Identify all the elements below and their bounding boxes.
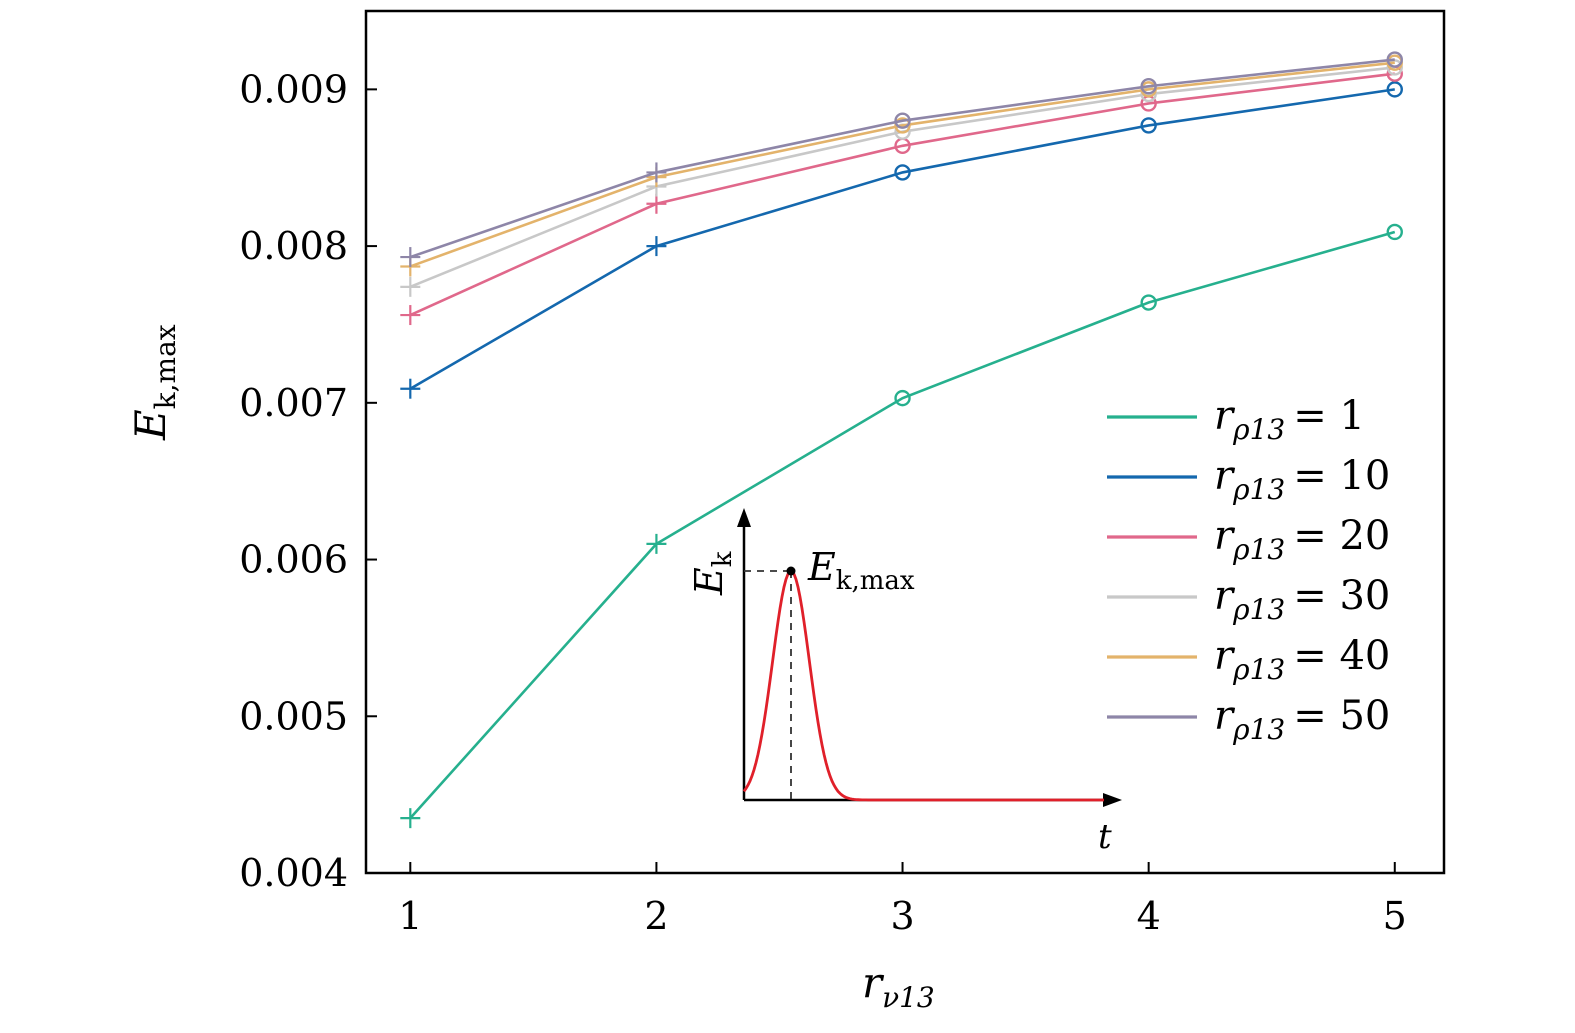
y-tick-label: 0.004 bbox=[239, 851, 348, 895]
legend-item: rρ13 = 20 bbox=[1107, 513, 1390, 566]
x-axis-ticks: 1 2 3 4 5 bbox=[398, 862, 1407, 938]
x-tick-label: 1 bbox=[398, 894, 422, 938]
plus-marker bbox=[400, 808, 421, 829]
series-line bbox=[409, 61, 1395, 268]
y-tick-label: 0.008 bbox=[239, 224, 348, 268]
circle-marker bbox=[894, 112, 911, 129]
series-2 bbox=[400, 81, 1403, 399]
y-tick-label: 0.007 bbox=[239, 381, 348, 425]
series-line bbox=[409, 230, 1396, 820]
y-tick-label: 0.006 bbox=[239, 538, 348, 582]
y-tick-label: 0.005 bbox=[239, 694, 348, 738]
series-6 bbox=[400, 51, 1403, 268]
inset-y-label: Ek bbox=[687, 551, 738, 596]
plus-marker bbox=[400, 276, 421, 297]
series-1 bbox=[400, 223, 1403, 829]
circle-marker bbox=[1140, 117, 1157, 134]
plus-marker bbox=[646, 162, 667, 183]
circle-marker bbox=[1386, 223, 1403, 241]
plot-frame bbox=[364, 9, 1446, 875]
legend-label: rρ13 = 30 bbox=[1214, 573, 1390, 626]
series-line bbox=[409, 58, 1395, 259]
plus-marker bbox=[400, 378, 421, 399]
legend-label: rρ13 = 40 bbox=[1214, 633, 1390, 686]
legend-item: rρ13 = 40 bbox=[1107, 633, 1390, 686]
x-tick-label: 3 bbox=[890, 894, 914, 938]
legend-item: rρ13 = 30 bbox=[1107, 573, 1390, 626]
series-line bbox=[409, 88, 1395, 390]
plus-marker bbox=[646, 533, 667, 554]
series-group bbox=[400, 51, 1403, 829]
circle-marker bbox=[894, 117, 911, 134]
legend-label: rρ13 = 10 bbox=[1214, 453, 1390, 506]
inset-y-arrowhead bbox=[737, 508, 751, 527]
circle-marker bbox=[1140, 294, 1157, 311]
plus-marker bbox=[400, 305, 421, 326]
inset-ek-curve bbox=[742, 569, 1104, 802]
inset-peak-point bbox=[786, 566, 796, 576]
y-axis-ticks: 0.004 0.005 0.006 0.007 0.008 0.009 bbox=[239, 67, 377, 895]
plus-marker bbox=[646, 193, 667, 214]
y-axis-label: Ek,max bbox=[126, 324, 182, 441]
circle-marker bbox=[894, 389, 911, 407]
legend-item: rρ13 = 1 bbox=[1107, 393, 1365, 446]
legend-label: rρ13 = 50 bbox=[1214, 693, 1390, 746]
x-axis-label: rν13 bbox=[862, 958, 935, 1014]
y-tick-label: 0.009 bbox=[239, 67, 348, 111]
legend-label: rρ13 = 20 bbox=[1214, 513, 1390, 566]
series-line bbox=[409, 72, 1395, 317]
inset-peak-label: Ek,max bbox=[807, 545, 915, 596]
x-tick-label: 4 bbox=[1137, 894, 1161, 938]
circle-marker bbox=[894, 164, 911, 181]
legend-label: rρ13 = 1 bbox=[1214, 393, 1365, 446]
legend-item: rρ13 = 10 bbox=[1107, 453, 1390, 506]
series-line bbox=[409, 66, 1395, 289]
circle-marker bbox=[1386, 51, 1403, 68]
series-3 bbox=[400, 65, 1403, 326]
plus-marker bbox=[400, 247, 421, 268]
inset-x-label: t bbox=[1098, 817, 1112, 857]
x-tick-label: 2 bbox=[644, 894, 668, 938]
legend: rρ13 = 1 rρ13 = 10 rρ13 = 20 rρ13 = 30 rρ13 = 40 r… bbox=[1107, 393, 1390, 746]
x-tick-label: 5 bbox=[1383, 894, 1407, 938]
inset-x-arrowhead bbox=[1103, 793, 1122, 807]
plus-marker bbox=[646, 236, 667, 257]
circle-marker bbox=[1386, 81, 1403, 98]
circle-marker bbox=[1140, 78, 1157, 95]
inset-schematic: Ek Ek,max t bbox=[687, 508, 1122, 857]
legend-item: rρ13 = 50 bbox=[1107, 693, 1390, 746]
